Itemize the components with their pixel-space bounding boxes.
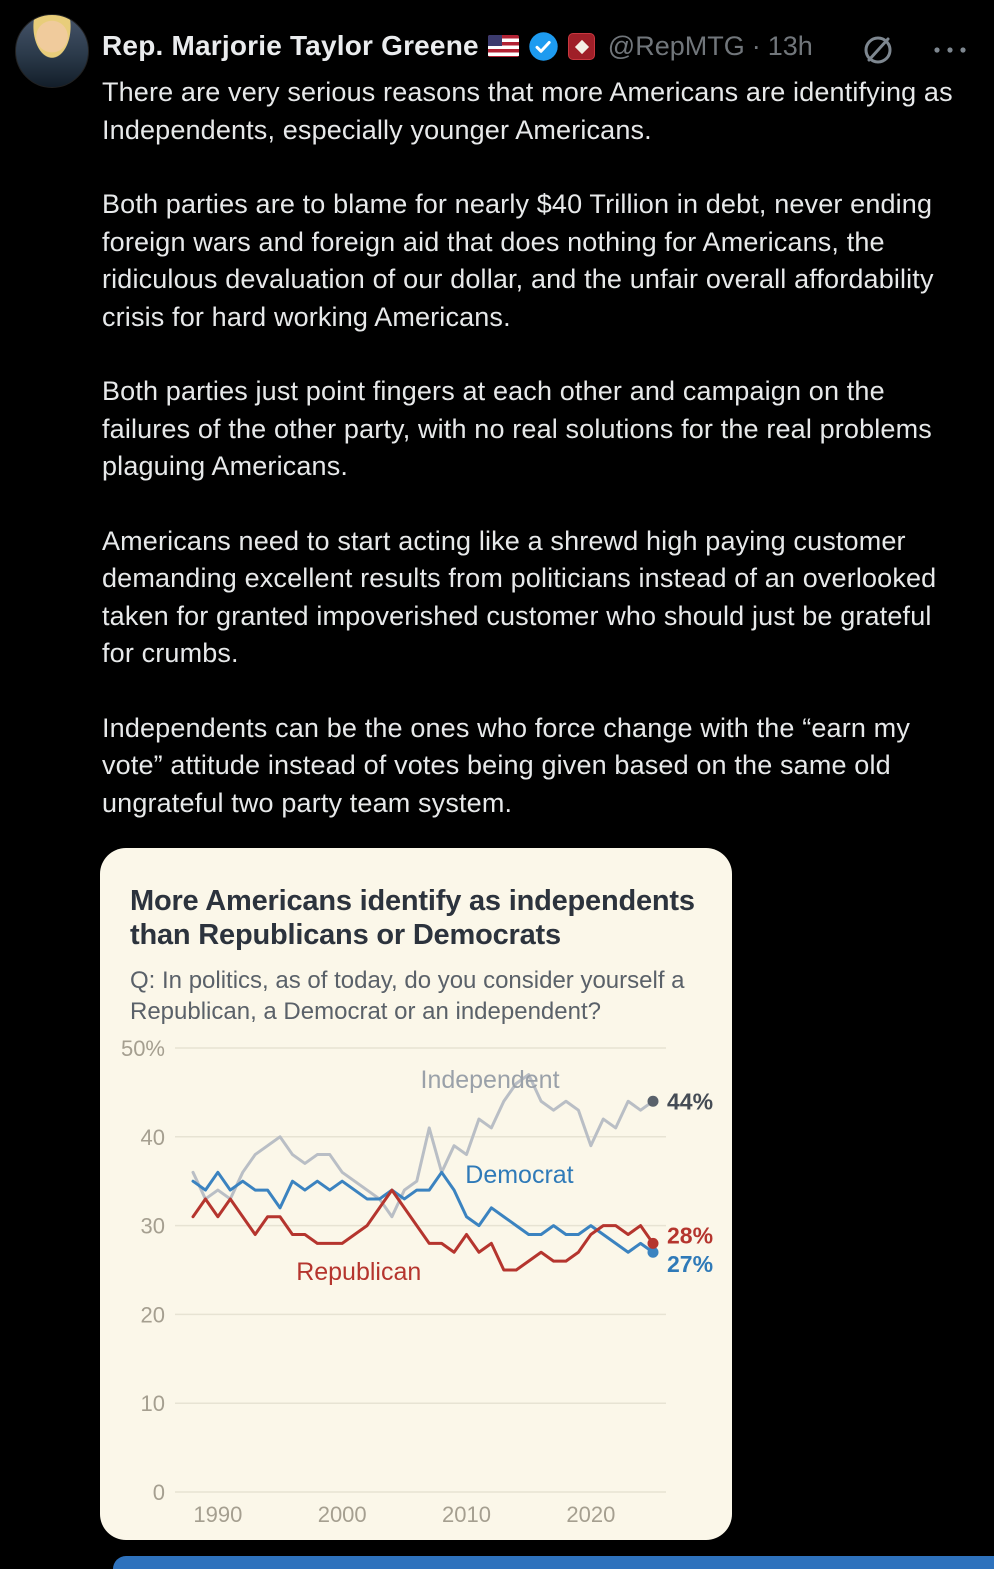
svg-text:50%: 50%	[121, 1036, 165, 1061]
media-chart-card[interactable]: More Americans identify as independents …	[100, 848, 732, 1540]
svg-text:0: 0	[153, 1480, 165, 1505]
tweet-paragraph: Both parties are to blame for nearly $40…	[102, 189, 934, 332]
chart-subtitle: Q: In politics, as of today, do you cons…	[130, 967, 685, 1025]
tweet-actions-top	[860, 32, 968, 68]
partial-next-media[interactable]	[113, 1556, 994, 1569]
meta-separator: ·	[751, 30, 761, 61]
tweet-paragraph: There are very serious reasons that more…	[102, 77, 953, 145]
svg-text:40: 40	[141, 1125, 165, 1150]
svg-text:20: 20	[141, 1302, 165, 1327]
svg-text:30: 30	[141, 1214, 165, 1239]
tweet-body: There are very serious reasons that more…	[102, 74, 962, 859]
tweet-paragraph: Independents can be the ones who force c…	[102, 712, 910, 818]
svg-text:Independent: Independent	[421, 1066, 560, 1094]
svg-text:Republican: Republican	[296, 1258, 421, 1286]
svg-text:28%: 28%	[667, 1222, 713, 1248]
chart-title: More Americans identify as independents …	[130, 885, 695, 951]
svg-text:27%: 27%	[667, 1251, 713, 1277]
us-flag-icon	[487, 35, 519, 57]
tweet-paragraph: Both parties just point fingers at each …	[102, 376, 932, 481]
author-handle[interactable]: @RepMTG	[607, 30, 745, 61]
affiliate-badge[interactable]	[567, 32, 595, 60]
svg-text:Democrat: Democrat	[465, 1161, 573, 1189]
svg-text:10: 10	[141, 1391, 165, 1416]
author-name[interactable]: Rep. Marjorie Taylor Greene	[102, 30, 479, 61]
tweet-paragraph: Americans need to start acting like a sh…	[102, 525, 937, 669]
grok-slashed-circle-icon[interactable]	[860, 32, 896, 68]
party-id-chart: 0 10 20 30 40 50% 1990 2000 2010 2020 44% Independe…	[121, 1036, 713, 1527]
tweet-header: Rep. Marjorie Taylor Greene @RepMTG · 13…	[102, 30, 813, 62]
verified-badge-icon	[529, 31, 558, 61]
svg-text:1990: 1990	[193, 1502, 242, 1527]
more-options-icon[interactable]	[932, 44, 968, 56]
svg-text:2010: 2010	[442, 1502, 491, 1527]
svg-text:44%: 44%	[667, 1088, 713, 1114]
svg-text:2000: 2000	[318, 1502, 367, 1527]
tweet-timestamp[interactable]: 13h	[767, 30, 813, 61]
svg-text:2020: 2020	[566, 1502, 615, 1527]
author-meta[interactable]: @RepMTG · 13h	[608, 31, 813, 62]
avatar[interactable]	[15, 14, 89, 88]
